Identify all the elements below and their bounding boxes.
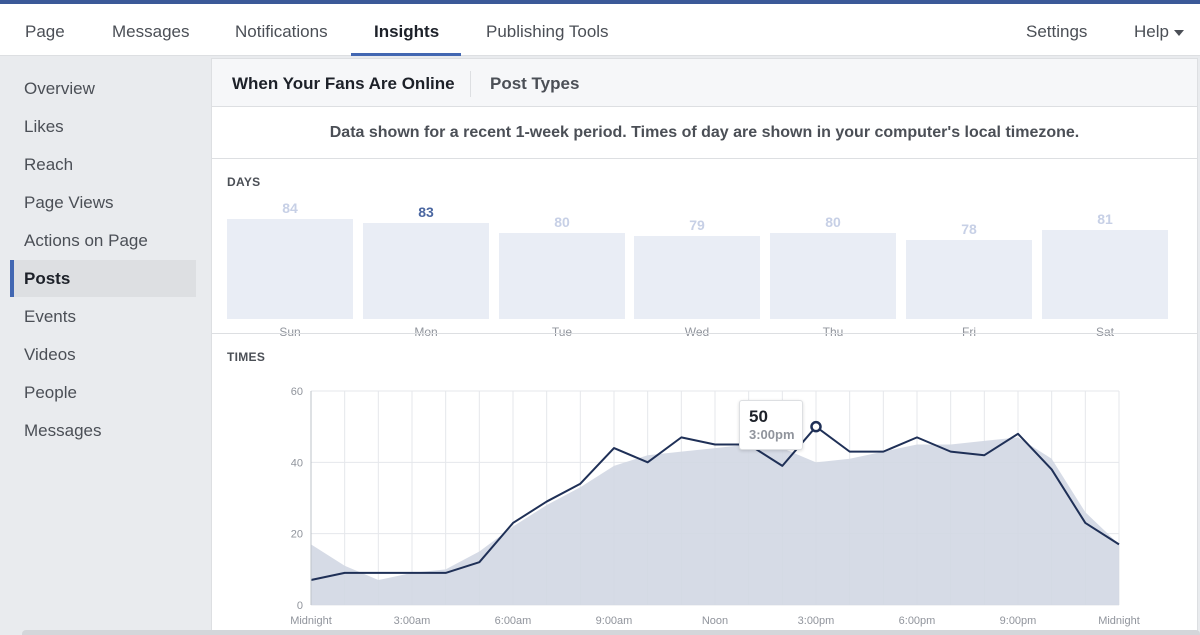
subtab-divider <box>470 71 471 97</box>
nav-help[interactable]: Help <box>1134 22 1169 41</box>
sidebar-item-people[interactable]: People <box>24 383 77 402</box>
sidebar-item-likes[interactable]: Likes <box>24 117 64 136</box>
day-bar <box>906 239 1032 319</box>
y-tick-label: 20 <box>291 529 303 541</box>
bottom-edge <box>22 630 1200 635</box>
day-label: Sun <box>279 325 301 339</box>
days-title: DAYS <box>227 175 261 189</box>
day-label: Tue <box>551 325 573 339</box>
day-bar <box>1042 229 1168 319</box>
tooltip-value: 50 <box>749 407 768 426</box>
day-value: 81 <box>1097 210 1113 227</box>
nav-tab-notifications[interactable]: Notifications <box>235 22 328 41</box>
section-divider <box>212 333 1197 334</box>
times-line-chart[interactable]: 0 20 40 60 Midnight 3:00am 6:00am 9:00am Noon 3:0… <box>212 59 1198 635</box>
sidebar-item-videos[interactable]: Videos <box>24 345 76 364</box>
day-bar <box>363 222 489 319</box>
sidebar-item-messages[interactable]: Messages <box>24 421 102 440</box>
insights-panel: When Your Fans Are Online Post Types Dat… <box>211 58 1198 635</box>
x-tick-label: Midnight <box>1098 615 1140 627</box>
subtab-post-types[interactable]: Post Types <box>490 74 580 93</box>
chart-tooltip: 50 3:00pm <box>739 400 803 450</box>
y-tick-label: 40 <box>291 457 303 469</box>
subtab-when-fans-online[interactable]: When Your Fans Are Online <box>232 74 455 93</box>
x-tick-label: 9:00am <box>596 615 633 627</box>
day-bar <box>770 233 896 319</box>
day-bar <box>227 219 353 319</box>
highlight-point <box>810 420 822 433</box>
sidebar-item-overview[interactable]: Overview <box>24 79 95 98</box>
day-label: Wed <box>684 325 710 339</box>
day-bar <box>634 236 760 319</box>
day-column-tue[interactable]: 80 Tue <box>499 191 625 339</box>
nav-tab-page[interactable]: Page <box>25 22 65 41</box>
top-stripe <box>0 0 1200 4</box>
chevron-down-icon[interactable] <box>1174 30 1184 36</box>
times-title: TIMES <box>227 350 266 364</box>
day-column-fri[interactable]: 78 Fri <box>906 191 1032 339</box>
x-tick-label: 9:00pm <box>1000 615 1037 627</box>
line-series <box>310 425 1120 582</box>
area-series <box>311 437 1119 605</box>
day-column-thu[interactable]: 80 Thu <box>770 191 896 339</box>
y-tick-label: 0 <box>297 600 303 612</box>
timezone-notice: Data shown for a recent 1-week period. T… <box>212 107 1197 159</box>
day-value: 83 <box>418 203 434 220</box>
sidebar-item-posts[interactable]: Posts <box>10 260 196 297</box>
day-value: 78 <box>961 220 977 237</box>
sidebar-item-page-views[interactable]: Page Views <box>24 193 114 212</box>
day-value: 79 <box>689 217 705 234</box>
day-value: 80 <box>554 214 570 230</box>
y-tick-label: 60 <box>291 386 303 398</box>
nav-settings[interactable]: Settings <box>1026 22 1088 41</box>
day-label: Fri <box>962 325 976 339</box>
sidebar-item-reach[interactable]: Reach <box>24 155 74 174</box>
day-column-wed[interactable]: 79 Wed <box>634 191 760 339</box>
nav-tab-messages[interactable]: Messages <box>112 22 190 41</box>
day-label: Sat <box>1095 325 1114 339</box>
nav-tab-insights[interactable]: Insights <box>374 22 440 41</box>
day-value: 84 <box>282 200 298 217</box>
x-tick-label: Noon <box>702 615 728 627</box>
day-column-sat[interactable]: 81 Sat <box>1042 191 1168 339</box>
x-tick-label: 6:00pm <box>899 615 936 627</box>
sidebar-item-actions-on-page[interactable]: Actions on Page <box>24 231 148 250</box>
x-tick-label: 6:00am <box>495 615 532 627</box>
day-column-sun[interactable]: 84 Sun <box>227 191 353 339</box>
sidebar-item-events[interactable]: Events <box>24 307 76 326</box>
active-tab-underline <box>351 53 461 56</box>
top-navigation: Page Messages Notifications Insights Pub… <box>0 4 1200 56</box>
sub-tabs: When Your Fans Are Online Post Types <box>212 59 1197 107</box>
day-column-mon[interactable]: 83 Mon <box>363 191 489 339</box>
day-value: 80 <box>825 214 841 230</box>
x-tick-label: Midnight <box>290 615 332 627</box>
day-label: Thu <box>822 325 844 339</box>
day-bar <box>499 233 625 319</box>
x-tick-label: 3:00pm <box>798 615 835 627</box>
day-label: Mon <box>414 325 438 339</box>
tooltip-time: 3:00pm <box>749 427 795 442</box>
nav-tab-publishing-tools[interactable]: Publishing Tools <box>486 22 609 41</box>
x-tick-label: 3:00am <box>394 615 431 627</box>
